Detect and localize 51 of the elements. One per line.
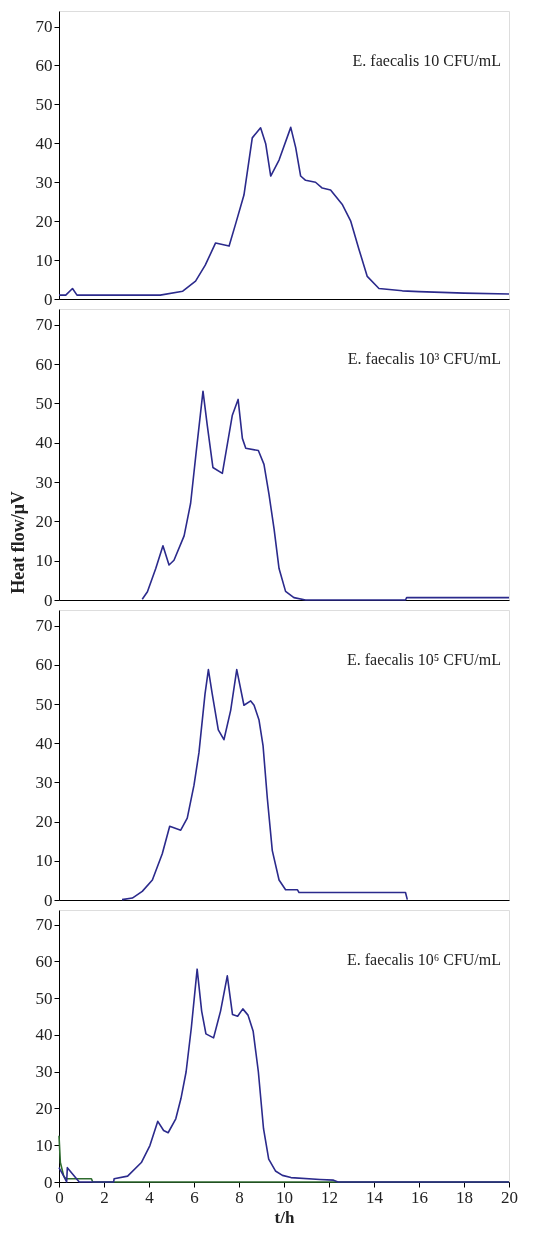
x-tick-label: 18: [456, 1187, 473, 1207]
y-tick-label: 40: [35, 133, 53, 153]
x-tick-label: 8: [235, 1187, 244, 1207]
y-tick-label: 30: [35, 472, 53, 492]
y-tick-label: 50: [35, 94, 53, 114]
y-tick-label: 40: [35, 733, 53, 753]
y-tick-label: 0: [44, 890, 53, 910]
x-tick-label: 10: [276, 1187, 293, 1207]
annotation: E. faecalis 10³ CFU/mL: [347, 350, 501, 367]
x-tick-label: 14: [366, 1187, 384, 1207]
y-tick-label: 10: [35, 851, 53, 871]
line-series: [141, 390, 510, 601]
y-tick-label: 70: [35, 616, 53, 636]
annotation: E. faecalis 10 CFU/mL: [352, 52, 501, 69]
annotation: E. faecalis 10⁵ CFU/mL: [347, 651, 501, 668]
y-tick-label: 10: [35, 250, 53, 270]
annotation: E. faecalis 10⁶ CFU/mL: [347, 951, 501, 968]
y-tick-label: 30: [35, 1062, 53, 1082]
y-tick-label: 0: [44, 289, 53, 309]
y-tick-label: 40: [35, 433, 53, 453]
y-tick-label: 60: [35, 951, 53, 971]
y-tick-label: 70: [35, 315, 53, 335]
y-tick-label: 20: [35, 812, 53, 832]
y-tick-label: 70: [35, 17, 53, 37]
y-tick-label: 0: [44, 590, 53, 610]
y-tick-label: 60: [35, 55, 53, 75]
y-tick-label: 40: [35, 1025, 53, 1045]
y-tick-label: 30: [35, 772, 53, 792]
y-tick-label: 10: [35, 551, 53, 571]
y-tick-label: 50: [35, 988, 53, 1008]
y-tick-label: 20: [35, 1098, 53, 1118]
y-tick-label: 20: [35, 211, 53, 231]
y-tick-label: 60: [35, 354, 53, 374]
x-tick-label: 12: [321, 1187, 338, 1207]
line-series: [58, 126, 510, 296]
x-tick-label: 4: [145, 1187, 155, 1207]
y-tick-label: 0: [44, 1172, 53, 1192]
x-tick-label: 16: [411, 1187, 428, 1207]
y-tick-label: 30: [35, 172, 53, 192]
y-tick-label: 10: [35, 1135, 53, 1155]
line-series: [121, 668, 409, 901]
y-tick-label: 50: [35, 393, 53, 413]
y-tick-label: 70: [35, 915, 53, 935]
x-tick-label: 6: [190, 1187, 199, 1207]
y-tick-label: 20: [35, 511, 53, 531]
y-axis-title: Heat flow/μV: [7, 491, 28, 594]
y-tick-label: 60: [35, 655, 53, 675]
x-tick-label: 20: [501, 1187, 518, 1207]
x-axis-title: t/h: [274, 1207, 295, 1227]
x-tick-label: 2: [100, 1187, 109, 1207]
y-tick-label: 50: [35, 694, 53, 714]
